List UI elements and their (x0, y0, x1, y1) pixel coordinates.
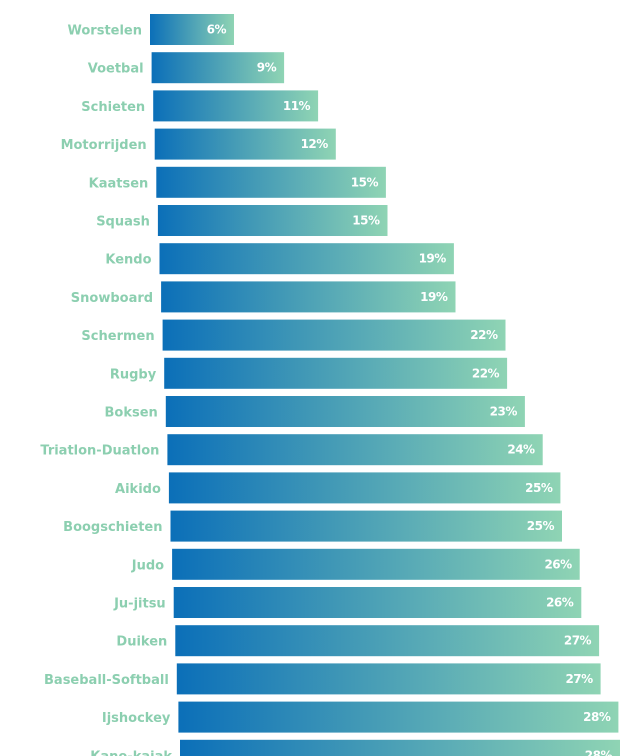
category-label: Ijshockey (102, 711, 171, 726)
category-label: Motorrijden (61, 138, 147, 153)
bar-baseball-softball (176, 663, 601, 695)
bar-boksen (165, 396, 525, 427)
bar-boogschieten (170, 510, 562, 542)
value-label: 28% (585, 748, 613, 756)
bar-schermen (162, 319, 506, 351)
category-label: Kano-kajak (90, 749, 172, 756)
bar-rugby (164, 357, 508, 389)
category-label: Snowboard (71, 291, 153, 306)
category-label: Boogschieten (63, 520, 162, 535)
category-label: Schieten (81, 100, 145, 115)
value-label: 22% (472, 366, 500, 380)
value-labels-group: 6% 9% 11% 12% 15% 15% 19% 19% 22% 22% 23% 24% 25% 25%… (207, 23, 613, 756)
bar-triatlon-duatlon (167, 434, 543, 466)
bar-ju-jitsu (173, 587, 582, 618)
category-label: Boksen (105, 406, 158, 421)
category-label: Squash (96, 215, 150, 230)
category-label: Baseball-Softball (44, 673, 169, 688)
category-label: Duiken (116, 635, 167, 650)
bar-squash (157, 205, 388, 236)
category-label: Schermen (81, 329, 154, 344)
bar-kaatsen (156, 166, 386, 198)
value-label: 24% (507, 443, 535, 457)
value-label: 27% (564, 634, 592, 648)
category-labels-group: Worstelen Voetbal Schieten Motorrijden Kaats… (40, 24, 172, 756)
bar-worstelen (150, 14, 234, 45)
bar-ijshockey (178, 701, 619, 733)
value-label: 19% (420, 290, 448, 304)
bar-motorrijden (154, 128, 336, 160)
category-label: Ju-jitsu (113, 597, 166, 612)
value-label: 6% (207, 23, 227, 37)
value-label: 12% (301, 137, 329, 151)
category-label: Worstelen (67, 24, 142, 39)
category-label: Kendo (105, 253, 151, 268)
value-label: 25% (527, 519, 555, 533)
value-label: 15% (352, 214, 380, 228)
value-label: 28% (583, 710, 611, 724)
bar-schieten (153, 90, 319, 122)
value-label: 22% (470, 328, 498, 342)
value-label: 25% (525, 481, 553, 495)
value-label: 9% (257, 61, 277, 75)
bar-kano-kajak (180, 739, 620, 756)
value-label: 26% (546, 596, 574, 610)
category-label: Aikido (115, 482, 161, 497)
category-label: Voetbal (88, 62, 144, 77)
category-label: Triatlon-Duatlon (40, 444, 159, 459)
bar-kendo (159, 243, 454, 275)
category-label: Rugby (110, 367, 157, 382)
category-label: Kaatsen (89, 176, 149, 191)
bar-duiken (175, 625, 600, 657)
category-label: Judo (131, 558, 164, 573)
value-label: 23% (490, 405, 518, 419)
bar-aikido (168, 472, 561, 504)
bar-voetbal (151, 52, 285, 84)
bar-judo (172, 548, 580, 580)
value-label: 26% (544, 557, 572, 571)
bars-group (150, 14, 620, 756)
value-label: 19% (419, 252, 447, 266)
value-label: 11% (283, 99, 311, 113)
bar-snowboard (161, 281, 456, 313)
value-label: 27% (565, 672, 593, 686)
value-label: 15% (351, 175, 379, 189)
